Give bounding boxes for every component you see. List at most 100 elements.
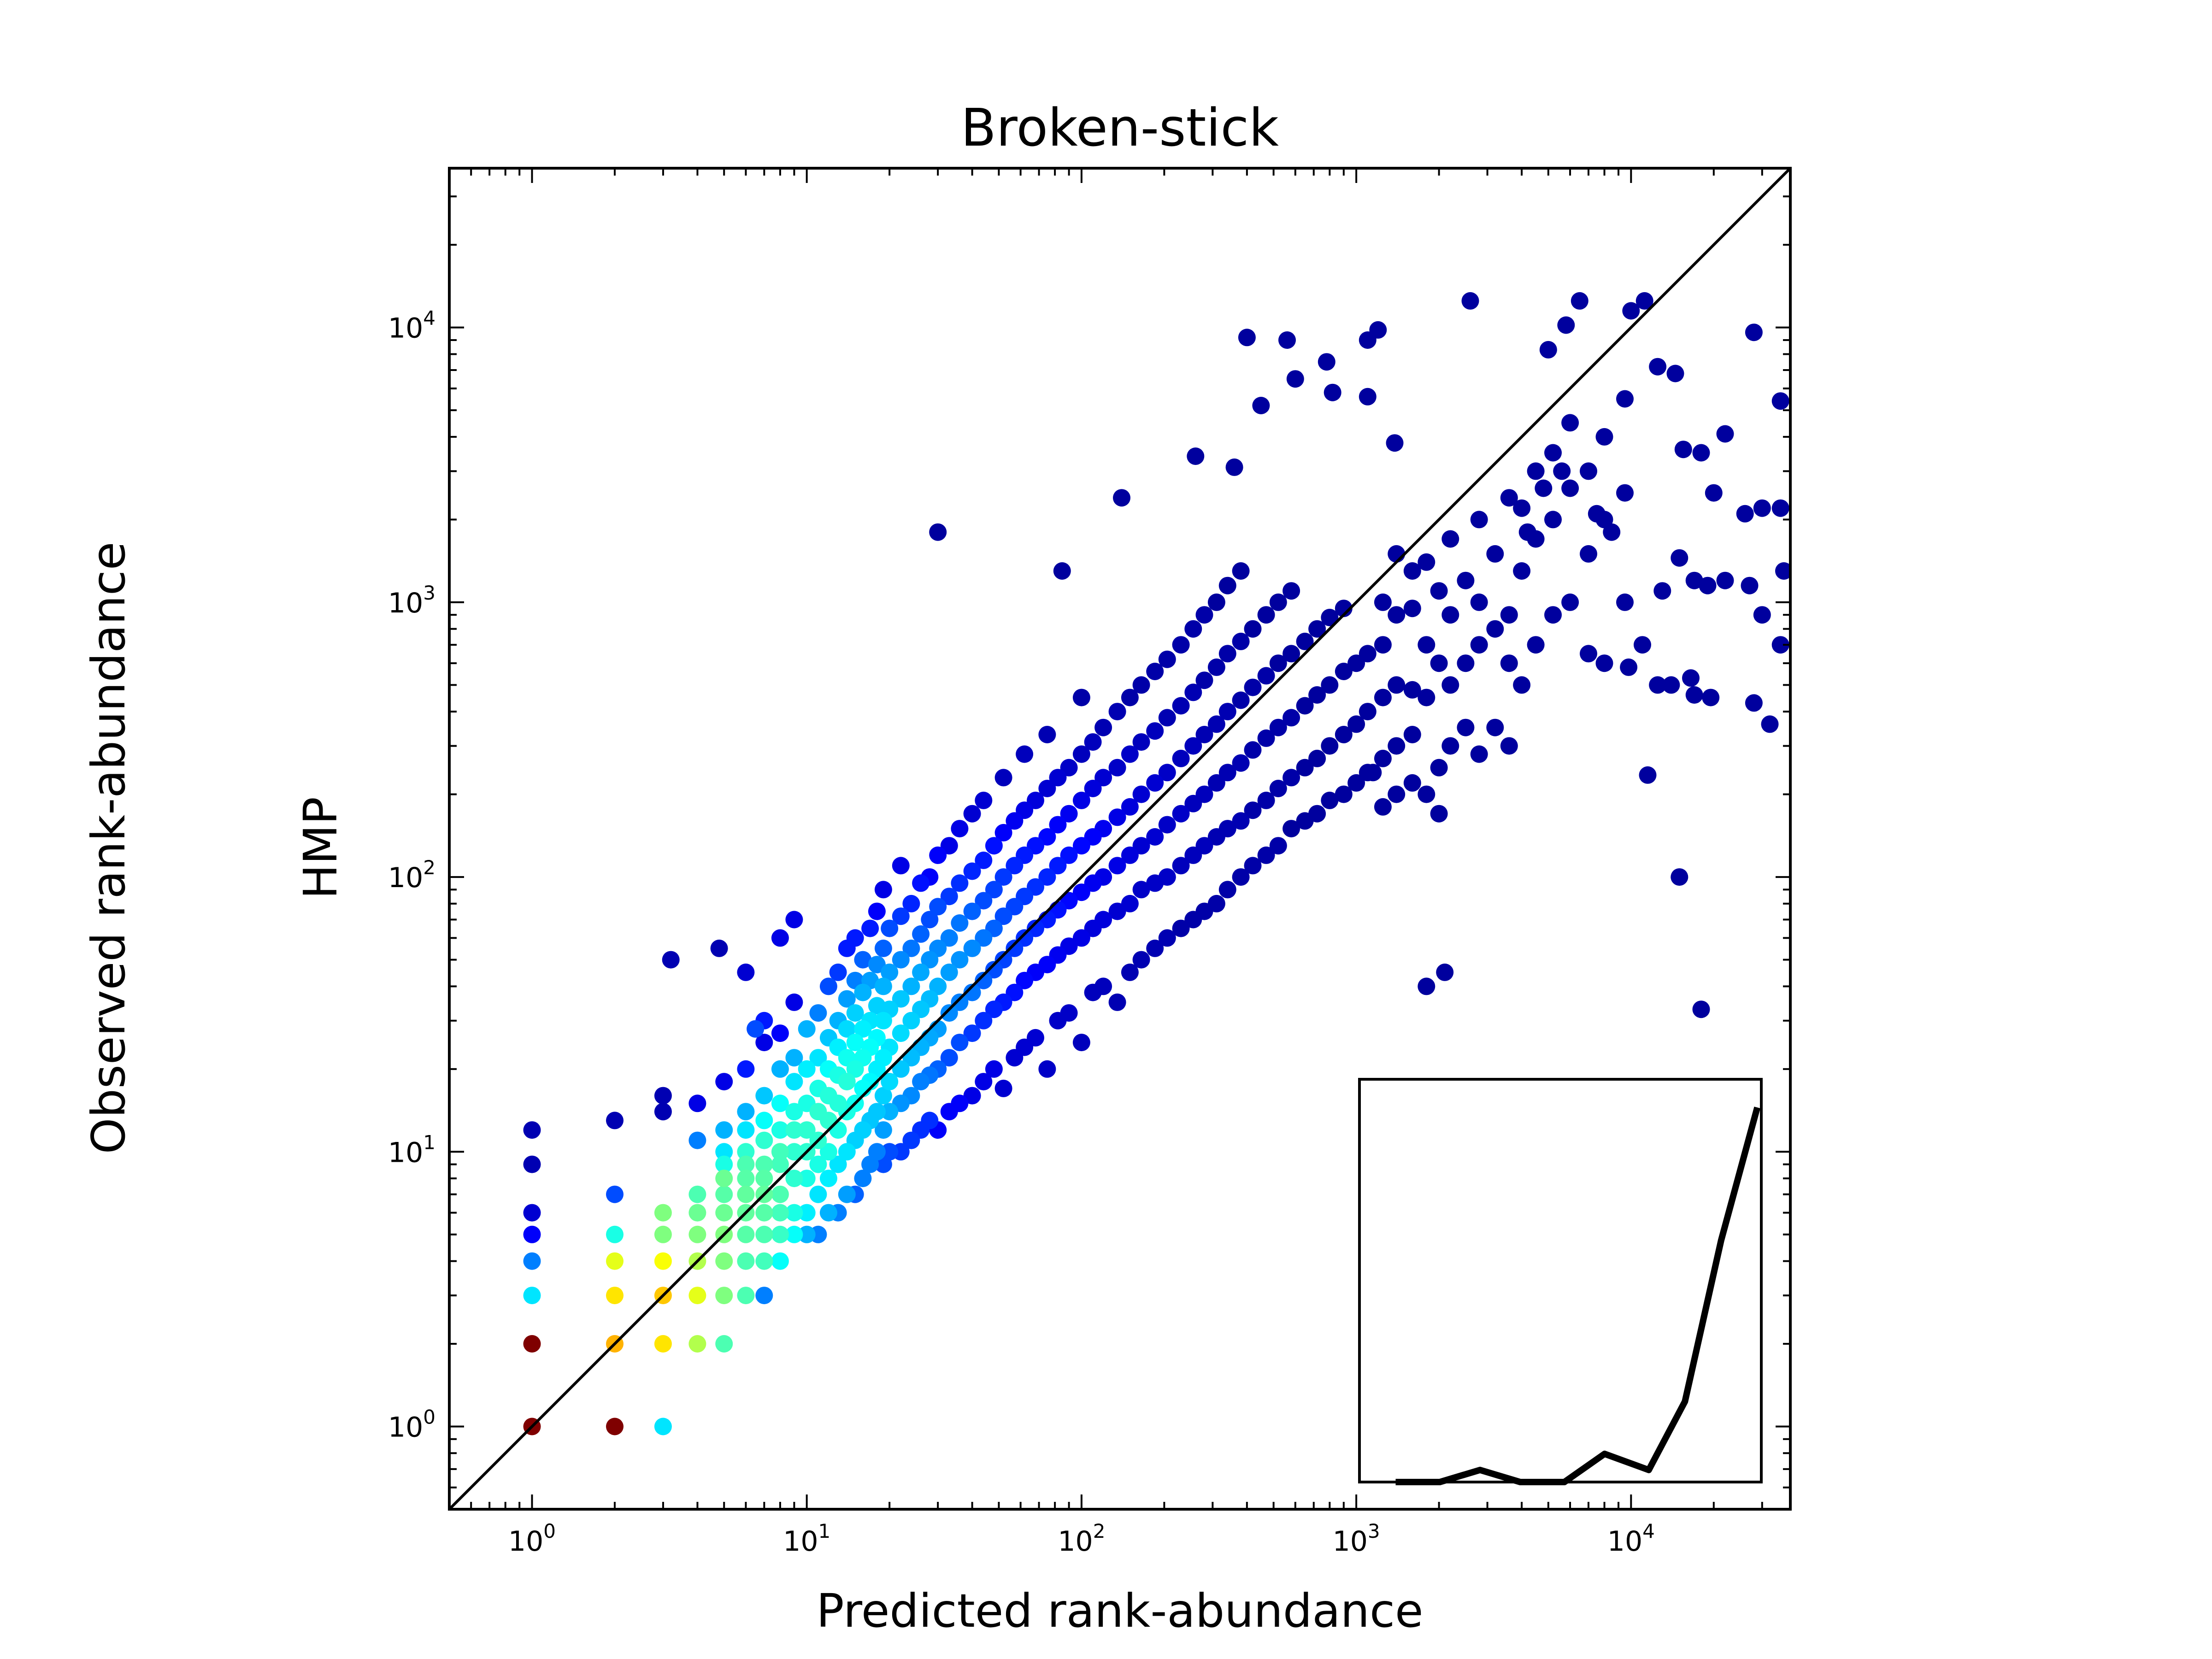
scatter-point [1403, 726, 1421, 743]
scatter-point [1016, 745, 1034, 763]
scatter-point [1121, 846, 1139, 864]
scatter-point [771, 1204, 789, 1222]
scatter-point [798, 1060, 816, 1078]
scatter-point [1252, 397, 1270, 414]
scatter-point [921, 1112, 939, 1130]
x-tick-label: 104 [1607, 1520, 1655, 1558]
scatter-point [1682, 669, 1700, 687]
scatter-point [1158, 868, 1176, 886]
scatter-point [994, 868, 1012, 886]
scatter-point [1441, 530, 1459, 548]
scatter-point [1753, 499, 1771, 517]
scatter-point [1535, 479, 1553, 497]
scatter-point [951, 820, 969, 838]
scatter-point [1060, 1004, 1078, 1022]
scatter-point [1436, 963, 1454, 981]
y-tick-label: 101 [388, 1131, 435, 1169]
scatter-point [1108, 703, 1126, 721]
scatter-point [854, 983, 872, 1001]
scatter-point [1500, 489, 1518, 507]
scatter-point [1006, 857, 1024, 875]
scatter-point [963, 939, 981, 957]
scatter-point [1486, 620, 1504, 638]
scatter-point [1364, 764, 1382, 782]
scatter-point [1232, 868, 1250, 886]
scatter-point [606, 1287, 624, 1305]
scatter-point [737, 1287, 755, 1305]
scatter-point [1620, 658, 1638, 676]
scatter-point [654, 1252, 672, 1270]
scatter-point [715, 1170, 733, 1188]
scatter-point [874, 939, 892, 957]
scatter-point [940, 888, 958, 906]
scatter-point [874, 1121, 892, 1139]
scatter-point [1308, 749, 1326, 767]
scatter-point [1571, 292, 1588, 310]
one-to-one-line [448, 167, 1792, 1511]
scatter-point [994, 769, 1012, 787]
scatter-point [1308, 620, 1326, 638]
scatter-point [1172, 857, 1190, 875]
scatter-point [654, 1204, 672, 1222]
scatter-point [1072, 791, 1090, 809]
x-tick-label: 100 [508, 1520, 556, 1558]
scatter-point [1172, 805, 1190, 823]
scatter-point [1561, 593, 1579, 611]
scatter-point [715, 1143, 733, 1161]
scatter-point [1146, 663, 1164, 680]
scatter-point [1006, 812, 1024, 830]
scatter-point [985, 961, 1003, 979]
x-axis-label: Predicted rank-abundance [816, 1584, 1423, 1638]
scatter-point [747, 1020, 765, 1038]
scatter-point [1321, 609, 1339, 626]
scatter-point [1539, 341, 1557, 359]
scatter-point [902, 977, 920, 995]
scatter-point [868, 902, 886, 920]
scatter-point [874, 1087, 892, 1105]
scatter-point [881, 1073, 899, 1091]
scatter-point [606, 1112, 624, 1130]
scatter-point [846, 1004, 864, 1022]
scatter-point [1513, 676, 1531, 694]
scatter-point [1218, 703, 1236, 721]
scatter-point [1771, 392, 1789, 410]
scatter-point [975, 892, 993, 910]
scatter-point [1132, 951, 1150, 969]
scatter-point [688, 1094, 706, 1112]
scatter-point [755, 1034, 773, 1052]
scatter-point [1195, 837, 1213, 855]
scatter-point [1359, 703, 1377, 721]
scatter-point [874, 1012, 892, 1030]
scatter-point [737, 1121, 755, 1139]
scatter-point [688, 1204, 706, 1222]
scatter-point [785, 1121, 803, 1139]
scatter-point [1232, 632, 1250, 650]
scatter-point [737, 1060, 755, 1078]
scatter-point [1060, 805, 1078, 823]
scatter-point [1094, 977, 1112, 995]
scatter-point [1049, 816, 1067, 834]
scatter-point [1418, 688, 1435, 706]
scatter-point [1132, 785, 1150, 803]
scatter-point [1146, 774, 1164, 792]
scatter-point [975, 851, 993, 869]
inset-line [1395, 1106, 1761, 1485]
scatter-point [1635, 292, 1653, 310]
scatter-point [1418, 977, 1435, 995]
scatter-point [771, 1060, 789, 1078]
y-tick-label: 100 [388, 1406, 435, 1444]
scatter-point [951, 1094, 969, 1112]
scatter-point [1736, 505, 1754, 523]
scatter-point [994, 907, 1012, 925]
scatter-point [785, 1170, 803, 1188]
scatter-point [1158, 816, 1176, 834]
scatter-point [1486, 545, 1504, 563]
scatter-point [1121, 963, 1139, 981]
scatter-point [785, 993, 803, 1011]
scatter-point [854, 951, 872, 969]
scatter-point [1238, 329, 1256, 347]
scatter-point [1441, 676, 1459, 694]
scatter-point [985, 837, 1003, 855]
scatter-point [1674, 441, 1692, 459]
scatter-point [1158, 709, 1176, 727]
